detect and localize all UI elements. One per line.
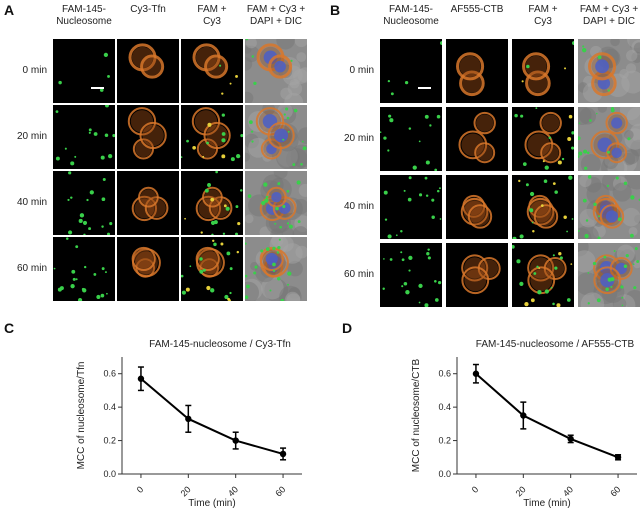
a-micrograph-r2-c2 (117, 105, 179, 169)
d-y-axis-label: MCC of nucleosome/CTB (411, 358, 422, 472)
a-row-label-1: 0 min (22, 65, 47, 76)
a-micrograph-r2-c1 (53, 105, 115, 169)
a-row-label-2: 20 min (16, 131, 47, 142)
c-y-tick-label-2: 0.4 (103, 402, 116, 412)
c-x-tick-label-0: 0 (135, 484, 146, 495)
a-micrograph-r2-c4 (245, 105, 307, 169)
a-row-label-4: 60 min (16, 263, 47, 274)
a-micrograph-r1-c1 (53, 39, 115, 103)
d-series-line (475, 372, 619, 459)
b-row-label-2: 20 min (343, 133, 374, 144)
b-micrograph-r4-c1 (380, 243, 442, 307)
b-micrograph-r3-c4 (578, 175, 640, 239)
b-row-label-4: 60 min (343, 269, 374, 280)
a-column-header-3: FAM + Cy3 (197, 4, 227, 27)
line-chart-c: FAM-145-nucleosome / Cy3-Tfn 0.0 0.2 0.4 0.6… (76, 339, 302, 509)
b-micrograph-r1-c3 (512, 39, 574, 103)
d-y-tick-label-1: 0.2 (438, 436, 451, 446)
a-micrograph-r3-c1 (53, 171, 115, 235)
c-data-point-2 (232, 437, 239, 444)
d-data-point-3 (614, 454, 622, 461)
c-data-point-0 (137, 375, 145, 382)
a-column-header-2: Cy3-Tfn (130, 4, 166, 15)
b-column-header-3: FAM + Cy3 (528, 4, 558, 27)
c-x-axis-label: Time (min) (188, 498, 235, 509)
d-data-point-2 (567, 435, 574, 443)
b-micrograph-r1-c2 (446, 39, 508, 103)
c-data-point-1 (185, 415, 192, 423)
b-micrograph-r1-c4 (578, 39, 640, 103)
a-row-label-3: 40 min (16, 197, 47, 208)
b-micrograph-r2-c2 (446, 107, 508, 171)
b-micrograph-r4-c2 (446, 243, 508, 307)
a-micrograph-r4-c2 (117, 237, 179, 301)
a-micrograph-r1-c4 (245, 39, 307, 103)
c-x-tick-label-2: 40 (226, 484, 240, 498)
d-data-point-0 (472, 370, 480, 377)
b-micrograph-r3-c2 (446, 175, 508, 239)
d-x-tick-label-2: 40 (561, 484, 575, 498)
a-micrograph-r3-c2 (117, 171, 179, 235)
b-micrograph-r3-c1 (380, 175, 442, 239)
a-micrograph-r4-c3 (181, 237, 243, 301)
d-y-tick-label-3: 0.6 (438, 369, 451, 379)
d-x-tick-label-0: 0 (470, 484, 481, 495)
b-row-label-1: 0 min (349, 65, 374, 76)
b-micrograph-r2-c3 (512, 107, 574, 171)
panel-letter-d: D (342, 320, 353, 336)
d-x-tick-label-1: 20 (514, 484, 528, 498)
a-micrograph-r1-c2 (117, 39, 179, 103)
c-y-tick-label-3: 0.6 (103, 369, 116, 379)
c-x-tick-label-1: 20 (179, 484, 193, 498)
line-chart-d: FAM-145-nucleosome / AF555-CTB 0.0 0.2 0.4 0… (411, 339, 637, 509)
d-data-point-1 (520, 412, 527, 419)
a-micrograph-r2-c3 (181, 105, 243, 169)
c-series-line (140, 377, 284, 455)
b-micrograph-r1-c1 (380, 39, 442, 103)
a-micrograph-r4-c4 (245, 237, 307, 301)
d-chart-title: FAM-145-nucleosome / AF555-CTB (476, 339, 635, 350)
c-y-tick-label-1: 0.2 (103, 436, 116, 446)
d-x-axis-label: Time (min) (523, 498, 570, 509)
panel-letter-b: B (330, 2, 341, 18)
b-micrograph-r4-c3 (512, 243, 574, 307)
a-micrograph-r3-c4 (245, 171, 307, 235)
d-x-tick-label-3: 60 (608, 484, 622, 498)
b-column-header-4: FAM + Cy3 + DAPI + DIC (579, 4, 639, 27)
c-y-tick-label-0: 0.0 (103, 469, 116, 479)
b-micrograph-r2-c4 (578, 107, 640, 171)
c-chart-title: FAM-145-nucleosome / Cy3-Tfn (149, 339, 291, 350)
c-x-tick-label-3: 60 (273, 484, 287, 498)
panel-letter-a: A (4, 2, 15, 18)
b-micrograph-r2-c1 (380, 107, 442, 171)
b-micrograph-r3-c3 (512, 175, 574, 239)
a-column-header-1: FAM-145- Nucleosome (56, 4, 112, 27)
d-y-tick-label-2: 0.4 (438, 402, 451, 412)
b-row-label-3: 40 min (343, 201, 374, 212)
a-micrograph-r4-c1 (53, 237, 115, 301)
b-micrograph-r4-c4 (578, 243, 640, 307)
a-column-header-4: FAM + Cy3 + DAPI + DIC (246, 4, 306, 27)
a-micrograph-r1-c3 (181, 39, 243, 103)
c-y-axis-label: MCC of nucleosome/Tfn (76, 362, 87, 470)
d-y-tick-label-0: 0.0 (438, 469, 451, 479)
a-micrograph-r3-c3 (181, 171, 243, 235)
c-data-point-3 (279, 450, 287, 458)
panel-letter-c: C (4, 320, 15, 336)
b-column-header-1: FAM-145- Nucleosome (383, 4, 439, 27)
b-column-header-2: AF555-CTB (450, 4, 504, 15)
